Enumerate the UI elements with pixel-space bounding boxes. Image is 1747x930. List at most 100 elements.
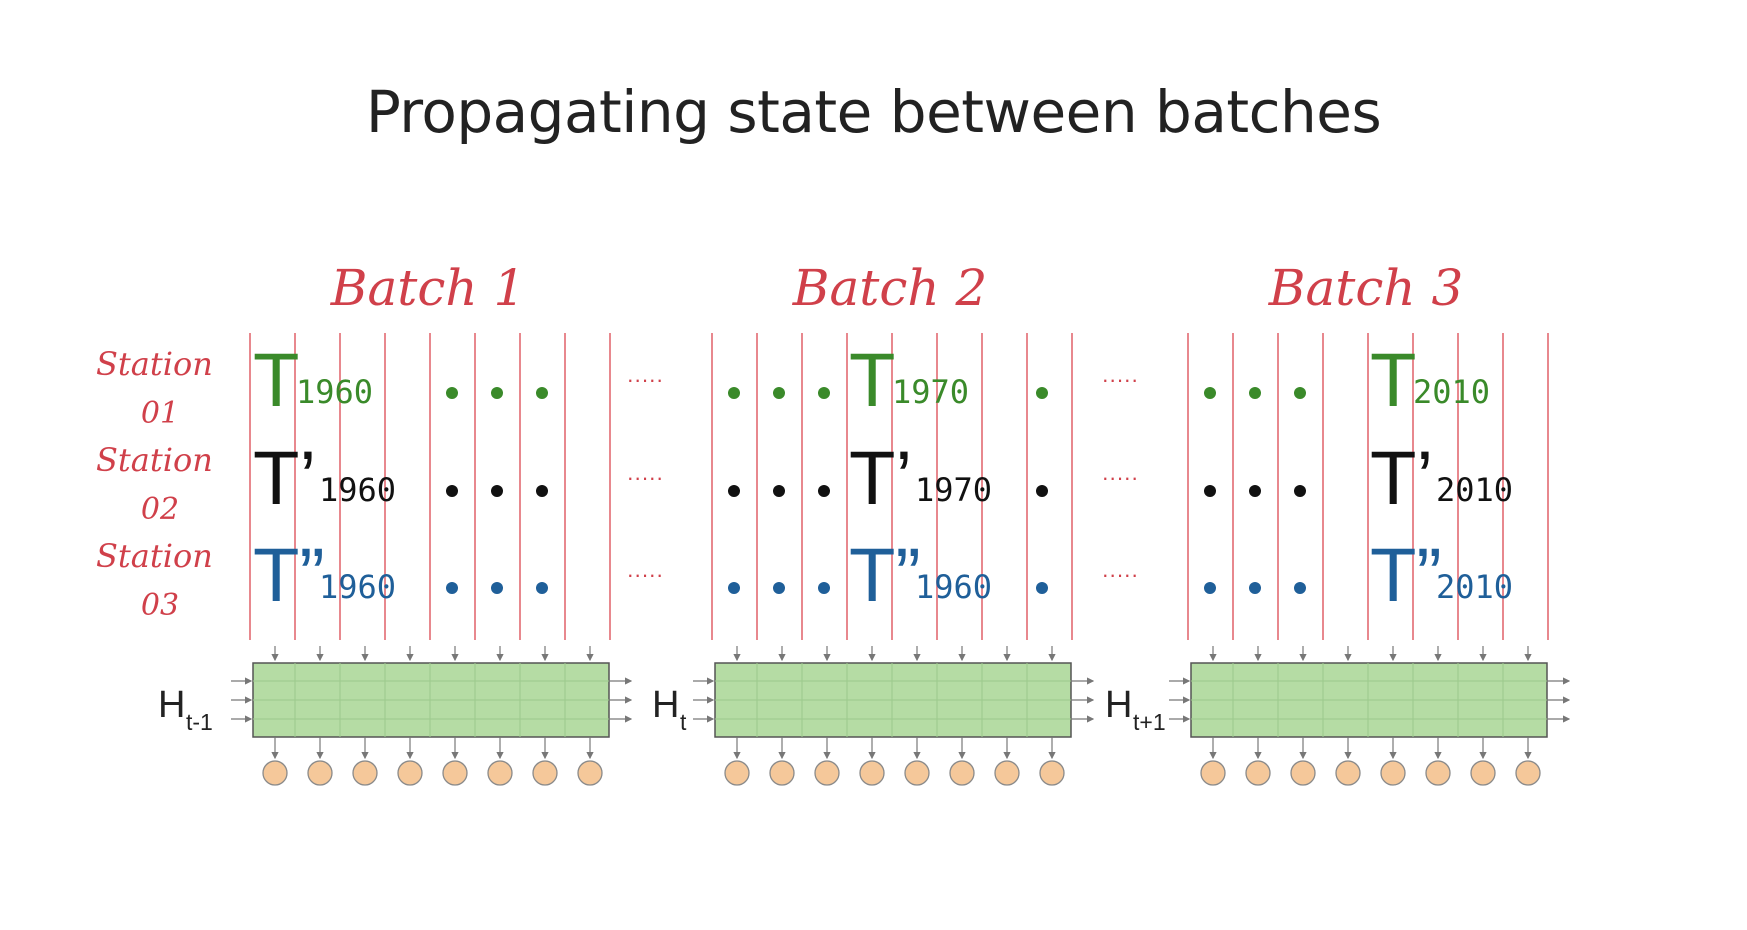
output-node	[1290, 760, 1316, 786]
temperature-symbol: T	[849, 338, 895, 423]
ellipsis-dot	[1036, 485, 1048, 497]
output-node	[352, 760, 378, 786]
ellipsis-dot	[818, 485, 830, 497]
batch-gap-ellipsis: ·····	[627, 465, 664, 490]
year-subscript: 1960	[319, 471, 396, 509]
output-node	[1200, 760, 1226, 786]
year-subscript: 2010	[1436, 471, 1513, 509]
year-subscript: 1970	[915, 471, 992, 509]
output-node	[859, 760, 885, 786]
ellipsis-dot	[1204, 485, 1216, 497]
ellipsis-dot	[446, 485, 458, 497]
station-label-3: Station 03	[96, 537, 213, 623]
ellipsis-dot	[536, 387, 548, 399]
ellipsis-dot	[818, 387, 830, 399]
hidden-state-sub: t-1	[186, 709, 213, 735]
temperature-symbol: T’	[1370, 436, 1433, 521]
temperature-symbol: T”	[253, 533, 325, 618]
ellipsis-dot	[1249, 582, 1261, 594]
output-node	[814, 760, 840, 786]
station-label-line1: Station	[96, 537, 213, 575]
station-label-line2: 01	[141, 396, 179, 431]
hidden-state-sub: t+1	[1133, 709, 1166, 735]
data-row-station-3: T”2010	[1204, 533, 1513, 618]
batch-label: Batch 3	[1268, 259, 1464, 317]
data-row-station-3: T”1960	[728, 533, 1048, 618]
output-node	[1245, 760, 1271, 786]
output-node	[307, 760, 333, 786]
output-node	[1039, 760, 1065, 786]
ellipsis-dot	[1204, 387, 1216, 399]
ellipsis-dot	[1036, 387, 1048, 399]
batch-gap-ellipsis: ·····	[1102, 367, 1139, 392]
ellipsis-dot	[446, 582, 458, 594]
ellipsis-dot	[728, 485, 740, 497]
rnn-cell-block	[1169, 646, 1571, 786]
rnn-cell-block	[231, 646, 633, 786]
output-node	[442, 760, 468, 786]
ellipsis-dot	[536, 582, 548, 594]
batch-label: Batch 2	[792, 259, 988, 317]
output-node	[769, 760, 795, 786]
hidden-state-base: H	[158, 684, 185, 726]
ellipsis-dot	[728, 387, 740, 399]
batch-gap-ellipsis: ·····	[1102, 562, 1139, 587]
year-subscript: 1960	[915, 568, 992, 606]
ellipsis-dot	[1294, 485, 1306, 497]
output-node	[1380, 760, 1406, 786]
data-row-station-2: T’ 2010	[1204, 436, 1513, 521]
output-node	[1470, 760, 1496, 786]
output-node	[949, 760, 975, 786]
ellipsis-dot	[1294, 582, 1306, 594]
temperature-symbol: T”	[1370, 533, 1442, 618]
output-node	[1425, 760, 1451, 786]
batch-gap-ellipsis: ·····	[627, 562, 664, 587]
ellipsis-dot	[1204, 582, 1216, 594]
ellipsis-dot	[1249, 485, 1261, 497]
output-node	[577, 760, 603, 786]
batch-gap-ellipsis: ·····	[627, 367, 664, 392]
hidden-state-sub: t	[680, 709, 687, 735]
temperature-symbol: T’	[253, 436, 316, 521]
ellipsis-dot	[491, 387, 503, 399]
ellipsis-dot	[773, 387, 785, 399]
output-node	[724, 760, 750, 786]
temperature-symbol: T’	[849, 436, 912, 521]
station-label-2: Station 02	[96, 441, 213, 527]
output-node	[1335, 760, 1361, 786]
ellipsis-dot	[491, 582, 503, 594]
station-label-line1: Station	[96, 345, 213, 383]
output-node	[994, 760, 1020, 786]
output-node	[1515, 760, 1541, 786]
ellipsis-dot	[818, 582, 830, 594]
hidden-state-base: H	[652, 684, 679, 726]
ellipsis-dot	[1294, 387, 1306, 399]
ellipsis-dot	[491, 485, 503, 497]
output-node	[262, 760, 288, 786]
output-node	[487, 760, 513, 786]
station-label-line2: 02	[141, 492, 179, 527]
station-label-line1: Station	[96, 441, 213, 479]
output-node	[532, 760, 558, 786]
data-row-station-3: T”1960	[253, 533, 548, 618]
temperature-symbol: T	[1370, 338, 1416, 423]
output-node	[904, 760, 930, 786]
ellipsis-dot	[536, 485, 548, 497]
batch-gap-ellipsis: ·····	[1102, 465, 1139, 490]
data-row-station-2: T’ 1960	[253, 436, 548, 521]
output-node	[397, 760, 423, 786]
hidden-state-base: H	[1105, 684, 1132, 726]
ellipsis-dot	[1249, 387, 1261, 399]
temperature-symbol: T	[253, 338, 299, 423]
station-label-1: Station 01	[96, 345, 213, 431]
station-label-line2: 03	[141, 588, 179, 623]
